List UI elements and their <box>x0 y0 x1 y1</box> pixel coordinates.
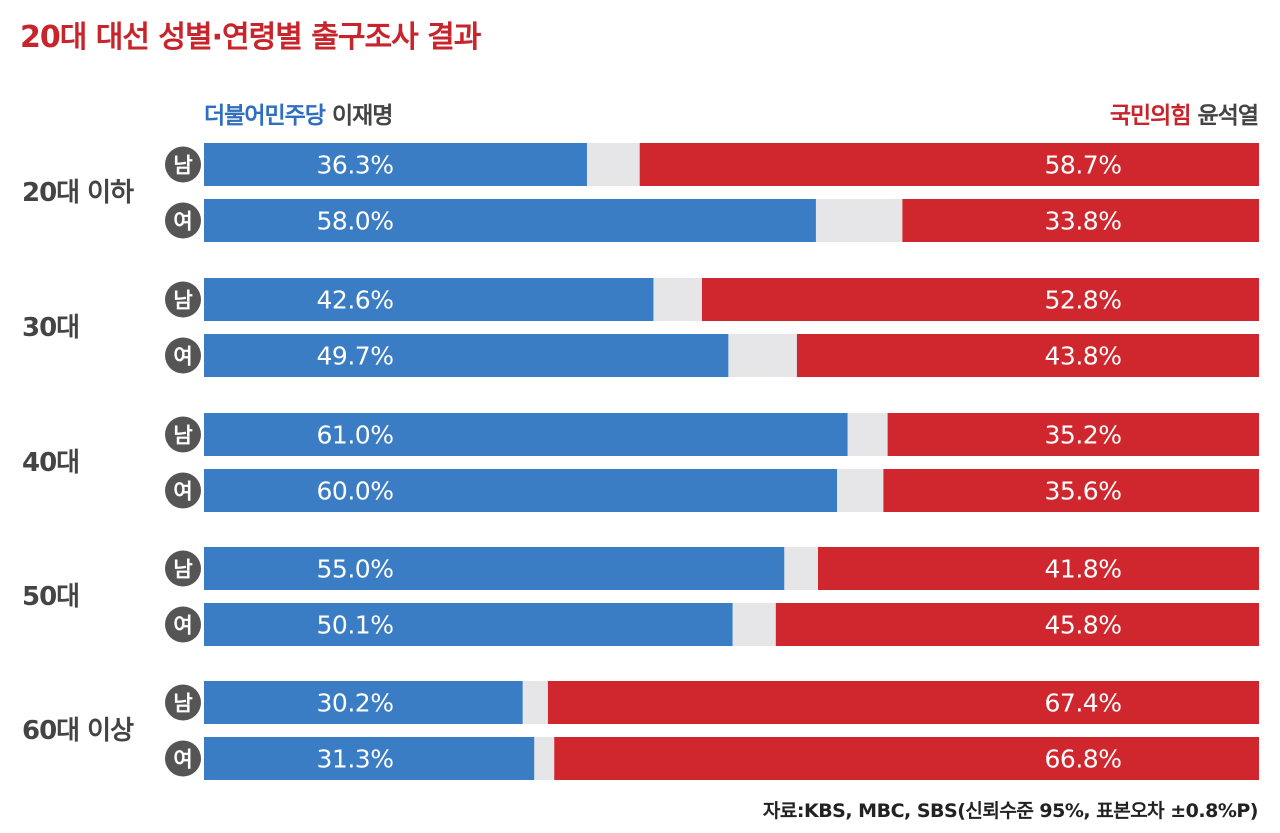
bar-dem <box>204 278 654 321</box>
legend-ppp-party: 국민의힘 <box>1109 103 1192 129</box>
age-group-label: 30대 <box>22 313 79 343</box>
ppp-value-label: 52.8% <box>1045 286 1122 315</box>
bar-ppp <box>701 278 1259 321</box>
gender-badge <box>165 740 201 777</box>
bar-dem <box>204 334 729 377</box>
dem-value-label: 36.3% <box>317 151 394 180</box>
ppp-value-label: 66.8% <box>1045 745 1122 774</box>
gender-label: 여 <box>173 748 192 772</box>
age-group-label: 40대 <box>22 448 79 478</box>
bar-dem <box>204 681 523 724</box>
source-note: 자료:KBS, MBC, SBS(신뢰수준 95%, 표본오차 ±0.8%P) <box>762 800 1259 822</box>
bar-ppp <box>796 334 1259 377</box>
bar-dem <box>204 469 837 512</box>
gender-badge <box>165 606 201 643</box>
ppp-value-label: 43.8% <box>1045 342 1122 371</box>
dem-value-label: 60.0% <box>317 477 394 506</box>
dem-value-label: 42.6% <box>317 286 394 315</box>
bar-ppp <box>902 199 1259 242</box>
legend-right: 국민의힘 윤석열 <box>1109 96 1259 130</box>
gender-badge <box>165 472 201 509</box>
legend-dem-candidate: 이재명 <box>331 103 393 129</box>
gender-badge <box>165 281 201 318</box>
dem-value-label: 30.2% <box>317 689 394 718</box>
gender-badge <box>165 684 201 721</box>
bar-dem <box>204 199 816 242</box>
gender-label: 남 <box>173 289 192 313</box>
ppp-value-label: 45.8% <box>1045 611 1122 640</box>
bar-ppp <box>887 413 1259 456</box>
dem-value-label: 31.3% <box>317 745 394 774</box>
dem-value-label: 58.0% <box>317 207 394 236</box>
bar-dem <box>204 143 587 186</box>
bar-dem <box>204 737 535 780</box>
dem-value-label: 49.7% <box>317 342 394 371</box>
legend-dem-party: 더불어민주당 <box>204 103 326 129</box>
bar-ppp <box>554 737 1259 780</box>
gender-badge <box>165 337 201 374</box>
dem-value-label: 55.0% <box>317 555 394 584</box>
chart-title: 20대 대선 성별·연령별 출구조사 결과 <box>20 20 481 55</box>
bar-ppp <box>547 681 1259 724</box>
bar-dem <box>204 547 785 590</box>
ppp-value-label: 35.6% <box>1045 477 1122 506</box>
dem-value-label: 61.0% <box>317 421 394 450</box>
gender-label: 여 <box>173 614 192 638</box>
gender-label: 여 <box>173 345 192 369</box>
bar-ppp <box>883 469 1259 512</box>
dem-value-label: 50.1% <box>317 611 394 640</box>
gender-label: 여 <box>173 210 192 234</box>
bar-ppp <box>818 547 1259 590</box>
age-group-label: 60대 이상 <box>22 716 134 746</box>
gender-label: 남 <box>173 424 192 448</box>
gender-badge <box>165 416 201 453</box>
bar-ppp <box>639 143 1259 186</box>
ppp-value-label: 58.7% <box>1045 151 1122 180</box>
gender-label: 남 <box>173 154 192 178</box>
gender-label: 남 <box>173 692 192 716</box>
age-group-label: 50대 <box>22 582 79 612</box>
gender-badge <box>165 146 201 183</box>
bar-ppp <box>775 603 1259 646</box>
gender-label: 여 <box>173 480 192 504</box>
gender-label: 남 <box>173 558 192 582</box>
gender-badge <box>165 550 201 587</box>
age-group-label: 20대 이하 <box>22 178 134 208</box>
bar-dem <box>204 413 848 456</box>
legend-ppp-candidate: 윤석열 <box>1197 103 1259 129</box>
legend-left: 더불어민주당 이재명 <box>204 96 393 130</box>
ppp-value-label: 41.8% <box>1045 555 1122 584</box>
bar-dem <box>204 603 733 646</box>
ppp-value-label: 67.4% <box>1045 689 1122 718</box>
ppp-value-label: 35.2% <box>1045 421 1122 450</box>
gender-badge <box>165 202 201 239</box>
ppp-value-label: 33.8% <box>1045 207 1122 236</box>
